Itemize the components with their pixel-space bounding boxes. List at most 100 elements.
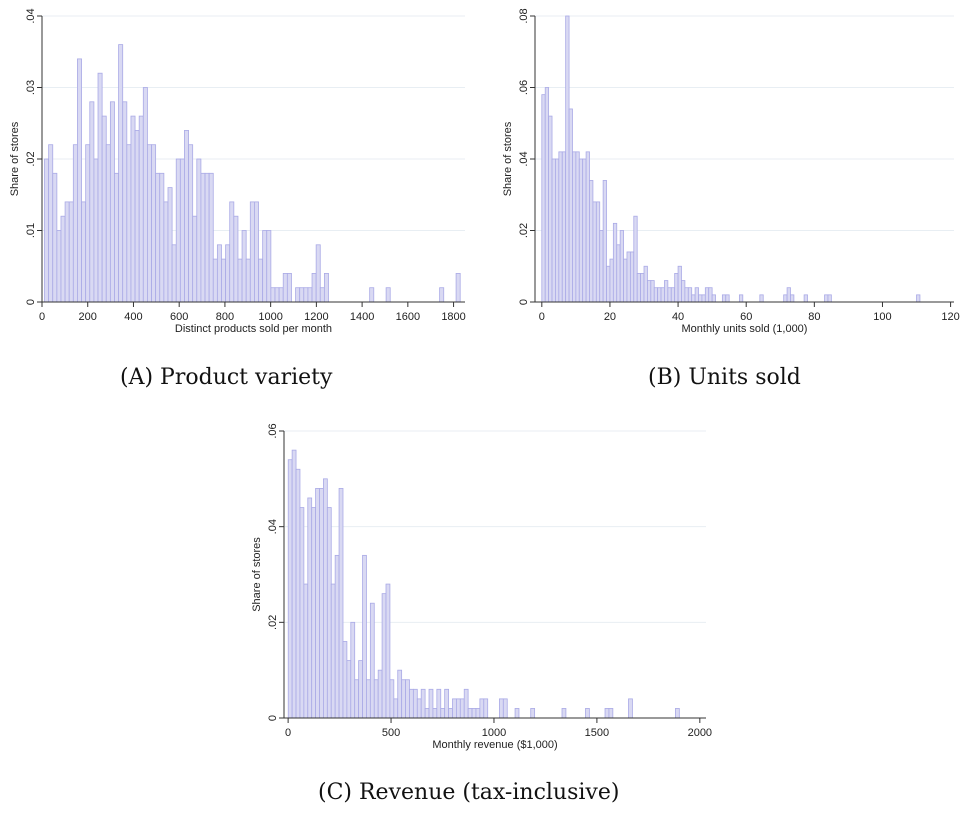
x-tick-label: 80 [808, 311, 820, 323]
histogram-bar [330, 583, 336, 719]
histogram-bar [467, 708, 473, 719]
histogram-bar [677, 265, 682, 303]
histogram-bar [721, 294, 727, 303]
histogram-bar [130, 115, 136, 303]
histogram-bar [499, 698, 504, 719]
histogram-bar [175, 158, 181, 303]
x-axis-title: Distinct products sold per month [175, 323, 332, 335]
y-tick-label: .02 [518, 223, 530, 238]
histogram-bar [436, 688, 442, 719]
histogram-bar [93, 158, 99, 303]
histogram-bar [675, 708, 680, 719]
histogram-bar [299, 507, 305, 719]
caption-revenue: (C) Revenue (tax-inclusive) [318, 780, 620, 805]
x-tick-label: 400 [124, 311, 142, 323]
histogram-bar [72, 144, 78, 303]
histogram-bar [323, 272, 329, 303]
histogram-bar [708, 287, 713, 303]
histogram-bar [681, 280, 686, 303]
histogram-bar [578, 158, 584, 303]
histogram-bar [428, 688, 434, 719]
histogram-bar [299, 287, 305, 303]
y-tick-label: 0 [518, 299, 530, 305]
chart-product-variety: 0 .01 .02 .03 .04 0 200 400 600 800 1000 1200 1400 16… [0, 0, 480, 345]
chart-units-sold-plot: 0 .02 .04 .06 .08 0 20 40 60 80 100 120 Monthly unit… [502, 8, 960, 335]
caption-product-variety: (A) Product variety [120, 365, 333, 390]
x-tick-label: 1400 [350, 311, 374, 323]
histogram-bar [572, 151, 577, 303]
histogram-bar [338, 488, 344, 719]
histogram-bar [824, 294, 829, 303]
histogram-bar [323, 478, 328, 719]
histogram-bar [626, 251, 631, 303]
histogram-bar [373, 679, 379, 719]
histogram-bar [155, 172, 161, 303]
histogram-bar [704, 287, 710, 303]
histogram-bar [381, 593, 387, 719]
histogram-bar [548, 115, 553, 303]
histogram-bar [827, 294, 832, 303]
histogram-bar [163, 201, 169, 303]
histogram-bar [589, 180, 594, 303]
x-tick-label: 20 [604, 311, 616, 323]
histogram-bar [575, 151, 580, 303]
histogram-bar [44, 158, 50, 303]
histogram-bar [412, 688, 418, 719]
histogram-bar [629, 251, 635, 303]
histogram-bar [606, 265, 611, 303]
histogram-bar [138, 115, 144, 303]
histogram-bar [362, 554, 367, 719]
histogram-bar [225, 244, 231, 303]
histogram-bar [81, 201, 87, 303]
histogram-bar [52, 172, 58, 303]
histogram-bar [456, 698, 461, 719]
y-axis-title: Share of stores [9, 121, 21, 196]
histogram-bar [612, 222, 618, 303]
histogram-bar [286, 272, 292, 303]
histogram-bar [585, 708, 590, 719]
histogram-bar [266, 230, 272, 303]
x-tick-label: 100 [873, 311, 891, 323]
histogram-bar [221, 258, 227, 303]
histogram-bar [483, 698, 489, 719]
histogram-bar [126, 144, 132, 303]
x-tick-label: 2000 [688, 727, 712, 739]
x-tick-label: 1600 [396, 311, 420, 323]
histogram-bar [561, 708, 567, 719]
histogram-bar [97, 72, 103, 303]
histogram-bar [385, 287, 391, 303]
histogram-bar [803, 294, 808, 303]
histogram-bar [424, 708, 430, 719]
x-tick-label: 1800 [441, 311, 465, 323]
histogram-bar [307, 287, 313, 303]
y-tick-label: .03 [25, 80, 37, 95]
y-tick-label: .01 [25, 223, 37, 238]
histogram-bar [56, 230, 62, 303]
y-tick-label: .04 [25, 8, 37, 23]
y-tick-label: .06 [518, 80, 530, 95]
histogram-bar [326, 507, 332, 719]
histogram-bar [192, 215, 198, 303]
histogram-bar [311, 507, 316, 719]
histogram-bar [691, 294, 696, 303]
histogram-bar [258, 258, 264, 303]
histogram-bar [295, 468, 301, 719]
histogram-bar [105, 144, 111, 303]
histogram-bar [303, 583, 309, 719]
histogram-bar [311, 272, 317, 303]
histogram-bar [452, 698, 457, 719]
histogram-bar [237, 258, 243, 303]
x-tick-label: 500 [382, 727, 400, 739]
histogram-bar [366, 679, 371, 719]
histogram-bar [609, 258, 614, 303]
chart-revenue-plot: 0 .02 .04 .06 0 500 1000 1500 2000 Monthly revenu… [251, 423, 712, 751]
histogram-bar [254, 201, 259, 303]
histogram-bar [647, 280, 652, 303]
histogram-bar [179, 158, 185, 303]
y-tick-label: .04 [267, 519, 279, 534]
histogram-bar [599, 230, 604, 303]
histogram-bar [409, 688, 414, 719]
histogram-bar [463, 688, 469, 719]
histogram-bar [783, 294, 788, 303]
histogram-bar [544, 87, 550, 303]
